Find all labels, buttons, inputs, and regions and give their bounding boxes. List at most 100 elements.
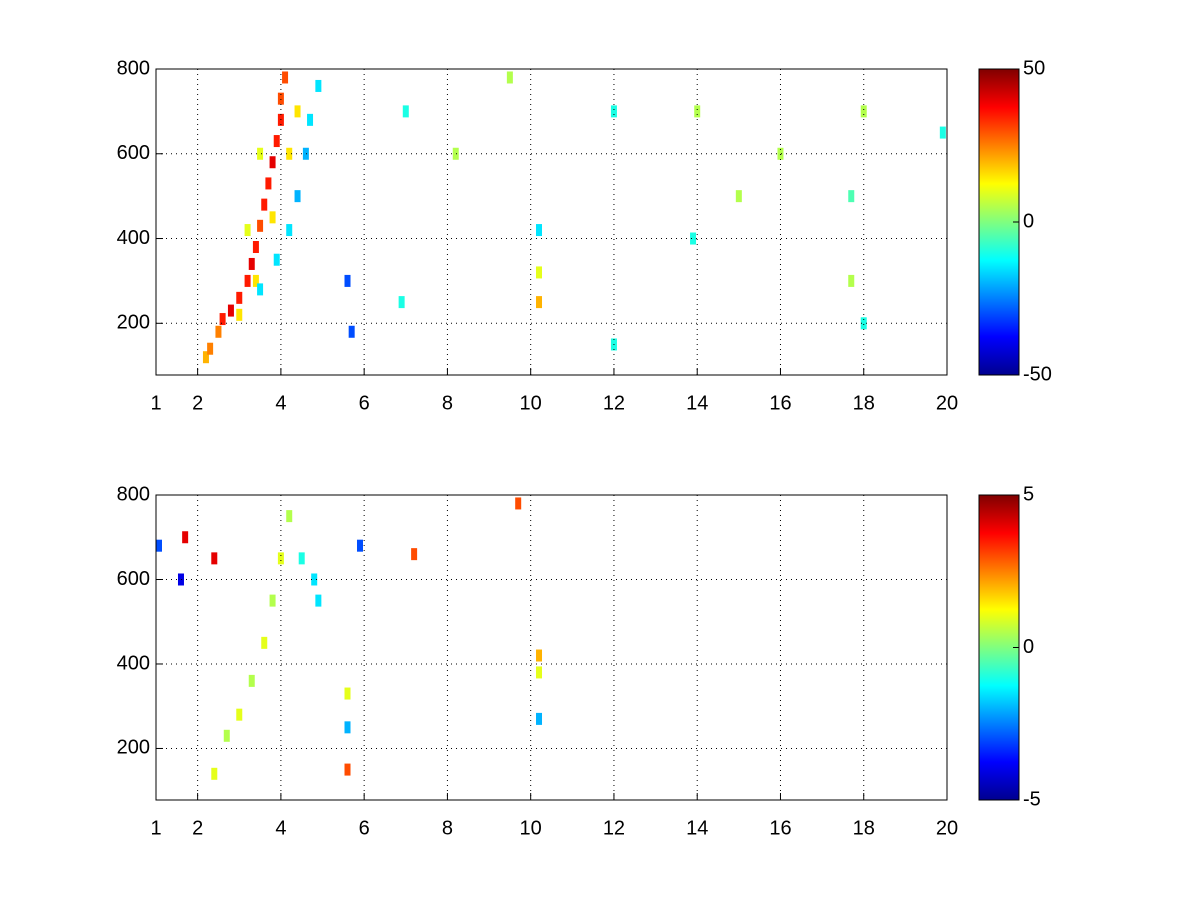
- heat-cell: [252, 241, 259, 254]
- heat-cell: [227, 304, 234, 317]
- heat-cell: [402, 105, 409, 118]
- x-tick-label: 2: [192, 392, 203, 414]
- heat-cell: [182, 531, 189, 544]
- heat-cell: [777, 147, 784, 160]
- x-tick-label: 16: [769, 817, 791, 839]
- axes-box: [155, 68, 948, 376]
- y-tick-label: 600: [117, 142, 150, 164]
- x-tick-label: 8: [442, 392, 453, 414]
- heat-cell: [257, 147, 264, 160]
- colorbar-tick-label: 0: [1023, 210, 1034, 232]
- heat-cell: [515, 497, 522, 510]
- heat-cell: [156, 539, 162, 552]
- heat-cell: [452, 147, 459, 160]
- heat-cell: [248, 257, 255, 270]
- x-tick-label: 6: [359, 392, 370, 414]
- heat-cell: [315, 594, 322, 607]
- x-tick-label: 1: [150, 817, 161, 839]
- x-tick-label: 20: [936, 392, 958, 414]
- heat-cell: [939, 126, 946, 139]
- y-tick-label: 600: [117, 568, 150, 590]
- heat-cell: [282, 71, 289, 84]
- heat-cell: [344, 721, 351, 734]
- heat-cell: [277, 92, 284, 105]
- y-tick-label: 200: [117, 737, 150, 759]
- heat-cell: [735, 190, 742, 203]
- colorbar: [978, 68, 1020, 376]
- heat-cell: [286, 147, 293, 160]
- heat-cell: [311, 573, 318, 586]
- x-tick-label: 4: [275, 392, 286, 414]
- heat-cell: [860, 317, 867, 330]
- heat-cell: [265, 177, 272, 190]
- heat-cell: [273, 253, 280, 266]
- heat-cell: [252, 274, 259, 287]
- heat-cell: [536, 224, 543, 237]
- x-tick-label: 12: [603, 817, 625, 839]
- x-tick-label: 10: [520, 817, 542, 839]
- heat-cell: [269, 156, 276, 169]
- heat-cell: [302, 147, 309, 160]
- heat-cell: [177, 573, 184, 586]
- heat-cell: [860, 105, 867, 118]
- heat-cell: [536, 296, 543, 309]
- axes-box: [155, 494, 948, 801]
- x-tick-label: 18: [853, 392, 875, 414]
- x-tick-label: 4: [275, 817, 286, 839]
- colorbar: [978, 494, 1020, 801]
- heat-cell: [236, 708, 243, 721]
- heat-cell: [215, 325, 222, 338]
- y-tick-label: 400: [117, 227, 150, 249]
- x-tick-label: 8: [442, 817, 453, 839]
- heat-cell: [207, 342, 214, 355]
- heat-cell: [294, 190, 301, 203]
- y-tick-label: 200: [117, 312, 150, 334]
- heat-cell: [411, 548, 418, 561]
- x-tick-label: 12: [603, 392, 625, 414]
- heat-cell: [610, 105, 617, 118]
- heat-cell: [211, 767, 218, 780]
- heat-cell: [348, 325, 355, 338]
- heat-cell: [356, 539, 363, 552]
- heat-cell: [398, 296, 405, 309]
- heat-cell: [202, 351, 209, 364]
- colorbar-tick-label: 0: [1023, 636, 1034, 658]
- x-tick-label: 16: [769, 392, 791, 414]
- colorbar-tick-label: -50: [1023, 363, 1052, 385]
- heat-cell: [269, 594, 276, 607]
- x-tick-label: 6: [359, 817, 370, 839]
- x-tick-label: 10: [520, 392, 542, 414]
- heat-cell: [244, 224, 251, 237]
- heat-cell: [257, 219, 264, 232]
- y-tick-label: 400: [117, 652, 150, 674]
- heat-cell: [236, 291, 243, 304]
- x-tick-label: 2: [192, 817, 203, 839]
- heat-cell: [223, 729, 230, 742]
- heat-cell: [848, 274, 855, 287]
- heat-cell: [286, 224, 293, 237]
- heat-cell: [273, 135, 280, 148]
- heat-cell: [294, 105, 301, 118]
- heat-cell: [694, 105, 701, 118]
- colorbar-tick-label: 5: [1023, 483, 1034, 505]
- heat-cell: [277, 552, 284, 565]
- colorbar-tick-label: -5: [1023, 788, 1041, 810]
- heat-cell: [257, 283, 264, 296]
- heat-cell: [219, 313, 226, 326]
- heat-cell: [248, 674, 255, 687]
- heat-cell: [315, 79, 322, 92]
- heat-cell: [211, 552, 218, 565]
- y-tick-label: 800: [117, 483, 150, 505]
- heat-cell: [261, 636, 268, 649]
- heat-cell: [298, 552, 305, 565]
- heat-cell: [344, 687, 351, 700]
- x-tick-label: 14: [686, 817, 708, 839]
- heat-cell: [536, 712, 543, 725]
- colorbar-tick-label: 50: [1023, 57, 1045, 79]
- heat-cell: [286, 510, 293, 523]
- heat-cell: [848, 190, 855, 203]
- x-tick-label: 20: [936, 817, 958, 839]
- heat-cell: [536, 266, 543, 279]
- y-tick-label: 800: [117, 57, 150, 79]
